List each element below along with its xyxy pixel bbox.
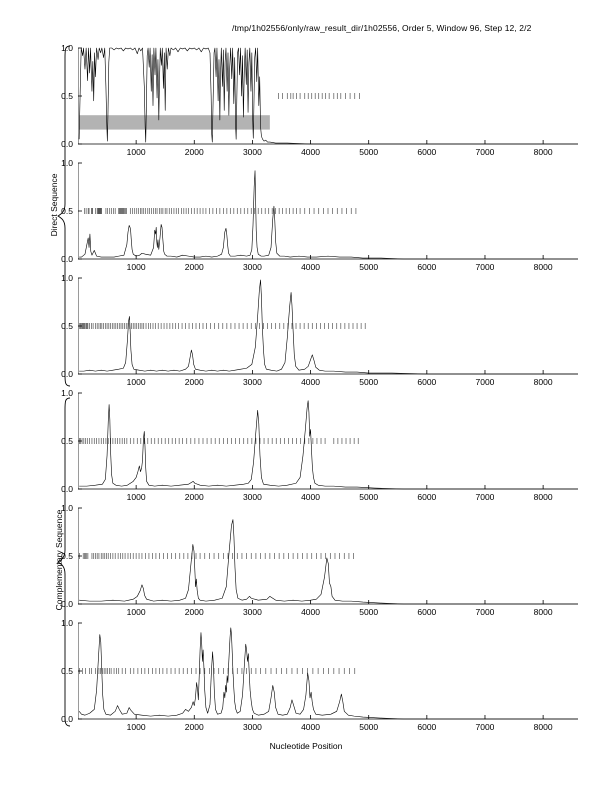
y-tick-label: 0.0 [61,484,73,494]
marker-tick-row [79,668,356,674]
x-tick-label: 7000 [475,722,495,732]
x-tick-label: 5000 [359,607,379,617]
y-tick-label: 1.0 [61,43,73,53]
x-tick-label: 7000 [475,147,495,157]
x-tick-label: 5000 [359,492,379,502]
x-tick-label: 2000 [184,147,204,157]
x-tick-label: 3000 [242,147,262,157]
data-series-line [79,519,578,605]
x-tick-label: 3000 [242,607,262,617]
x-tick-label: 1000 [126,492,146,502]
plot-area [78,47,578,145]
gray-highlight-band [79,115,270,130]
y-tick-label: 0.5 [61,551,73,561]
y-tick-label: 0.5 [61,321,73,331]
x-tick-label: 5000 [359,147,379,157]
x-tick-label: 8000 [533,607,553,617]
y-tick-label: 0.5 [61,436,73,446]
x-tick-label: 2000 [184,262,204,272]
x-tick-label: 5000 [359,262,379,272]
y-tick-label: 1.0 [61,388,73,398]
x-tick-label: 2000 [184,492,204,502]
y-tick-label: 0.0 [61,369,73,379]
y-tick-label: 0.0 [61,714,73,724]
x-tick-label: 7000 [475,377,495,387]
marker-tick-row [79,323,366,329]
x-tick-label: 5000 [359,377,379,387]
x-tick-label: 3000 [242,722,262,732]
data-series-line [79,400,578,490]
x-tick-label: 2000 [184,722,204,732]
subplot-panel: 1.0 0.5 0.0 1000 2000 3000 4000 5000 6000 7000 800… [61,158,578,281]
x-tick-label: 1000 [126,147,146,157]
x-tick-label: 3000 [242,377,262,387]
subplot-panel: 1.0 0.5 0.0 1000 2000 3000 4000 5000 6000 7000 800… [61,273,578,396]
y-tick-label: 0.5 [61,206,73,216]
x-tick-label: 6000 [417,262,437,272]
x-tick-label: 1000 [126,377,146,387]
figure-title: /tmp/1h02556/only/raw_result_dir/1h02556… [232,23,532,33]
x-tick-label: 4000 [301,377,320,387]
y-tick-label: 0.0 [61,139,73,149]
plot-area [78,277,578,375]
subplot-panel: 1.0 0.5 0.0 1000 2000 3000 4000 5000 6000 7000 800… [61,503,578,626]
x-tick-label: 1000 [126,722,146,732]
x-tick-label: 6000 [417,492,437,502]
x-tick-label: 6000 [417,377,437,387]
x-tick-label: 4000 [301,722,320,732]
x-tick-label: 2000 [184,607,204,617]
plot-area [78,622,578,720]
x-tick-label: 8000 [533,147,553,157]
x-tick-label: 4000 [301,607,320,617]
y-tick-label: 0.5 [61,666,73,676]
y-tick-label: 0.0 [61,599,73,609]
subplot-panel: 1.0 0.5 0.0 1000 2000 3000 4000 5000 6000 7000 800… [61,388,578,511]
x-tick-label: 5000 [359,722,379,732]
x-tick-label: 3000 [242,492,262,502]
y-tick-label: 1.0 [61,273,73,283]
x-tick-label: 8000 [533,377,553,387]
x-tick-label: 1000 [126,607,146,617]
y-tick-label: 0.0 [61,254,73,264]
plot-area [78,162,578,260]
marker-tick-row [79,553,354,559]
plot-area [78,507,578,605]
subplot-panel: 1.0 0.5 0.0 1000 2000 3000 4000 5000 6000 7000 800… [61,43,578,166]
x-tick-label: 1000 [126,262,146,272]
marker-tick-row [79,438,359,444]
data-series-line [78,627,578,720]
x-tick-label: 8000 [533,492,553,502]
data-series-line [79,170,578,260]
x-tick-label: 7000 [475,607,495,617]
x-axis-title: Nucleotide Position [269,741,343,751]
data-series-line [79,279,578,375]
bracket-direct-sequence [57,45,71,387]
x-tick-label: 7000 [475,492,495,502]
x-tick-label: 3000 [242,262,262,272]
data-series-line [78,47,578,145]
x-tick-label: 6000 [417,147,437,157]
x-tick-label: 6000 [417,722,437,732]
y-tick-label: 1.0 [61,158,73,168]
y-tick-label: 1.0 [61,503,73,513]
x-tick-label: 7000 [475,262,495,272]
x-tick-label: 4000 [301,262,320,272]
x-tick-label: 4000 [301,492,320,502]
y-tick-label: 1.0 [61,618,73,628]
x-tick-label: 6000 [417,607,437,617]
marker-tick-row [278,93,360,99]
x-tick-label: 4000 [301,147,320,157]
y-tick-label: 0.5 [61,91,73,101]
plot-area [78,392,578,490]
x-tick-label: 8000 [533,722,553,732]
x-tick-label: 2000 [184,377,204,387]
bracket-complementary-sequence [57,397,71,727]
subplot-panel: 1.0 0.5 0.0 1000 2000 3000 4000 5000 6000 7000 800… [61,618,578,741]
x-tick-label: 8000 [533,262,553,272]
marker-tick-row [84,208,357,214]
